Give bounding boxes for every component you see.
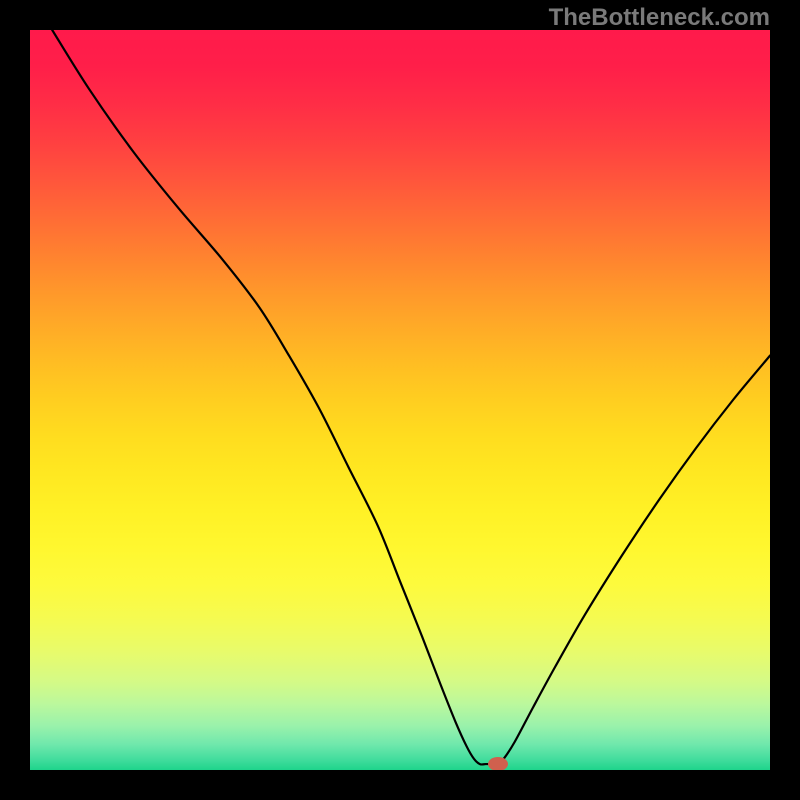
watermark-text: TheBottleneck.com <box>549 4 770 32</box>
plot-area <box>30 30 770 770</box>
chart-background <box>30 30 770 770</box>
outer-frame: TheBottleneck.com <box>0 0 800 800</box>
highlight-dot <box>488 757 508 770</box>
chart-svg <box>30 30 770 770</box>
